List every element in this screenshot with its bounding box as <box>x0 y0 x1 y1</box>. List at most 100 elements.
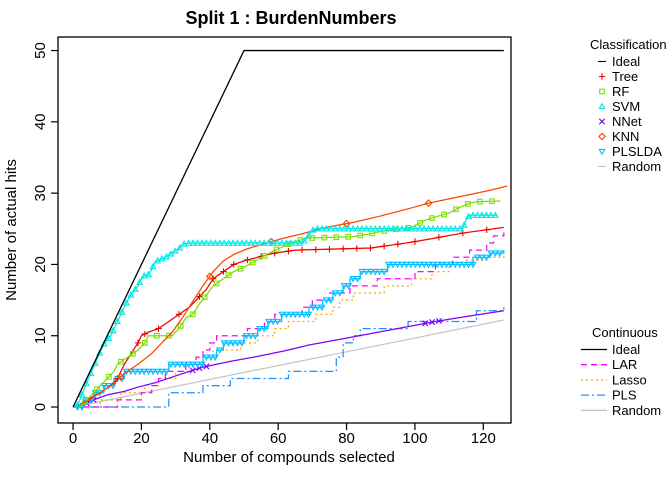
legend-item-label: Random <box>612 403 661 418</box>
triangle-up-marker <box>229 239 237 246</box>
triangle-down-marker <box>433 261 442 269</box>
triangle-down-marker <box>296 311 304 319</box>
plus-marker <box>367 244 374 252</box>
triangle-up-marker <box>345 224 353 232</box>
triangle-up-marker <box>482 211 490 218</box>
triangle-down-marker <box>185 361 193 369</box>
triangle-up-marker <box>127 290 135 298</box>
triangle-up-marker <box>278 239 286 246</box>
x-marker <box>203 363 210 370</box>
triangle-down-marker <box>167 361 175 369</box>
triangle-down-marker <box>340 283 348 290</box>
triangle-up-marker <box>238 239 246 246</box>
plus-marker <box>339 245 347 253</box>
y-tick-label: 0 <box>32 403 49 411</box>
triangle-up-marker <box>442 224 450 232</box>
triangle-up-marker <box>362 224 370 232</box>
triangle-down-marker <box>171 361 179 369</box>
triangle-up-marker <box>478 211 486 218</box>
triangle-up-marker <box>242 239 250 246</box>
triangle-down-marker <box>136 368 144 376</box>
triangle-up-marker <box>273 239 282 246</box>
triangle-down-marker <box>416 261 424 269</box>
x-marker <box>428 319 436 326</box>
x-tick-label: 100 <box>402 430 427 447</box>
triangle-up-marker <box>131 285 139 292</box>
diamond-marker <box>598 132 606 141</box>
triangle-up-marker <box>145 270 153 278</box>
triangle-down-marker <box>149 368 157 376</box>
triangle-down-marker <box>327 297 335 305</box>
plus-marker <box>326 246 333 253</box>
legend-item-ideal: Ideal <box>581 342 640 357</box>
plus-marker <box>196 293 203 300</box>
legend-item-tree: Tree <box>598 69 638 84</box>
legend-item-label: KNN <box>612 129 639 144</box>
triangle-up-marker <box>393 224 402 232</box>
triangle-down-marker <box>278 311 286 319</box>
series-tree <box>73 226 504 408</box>
triangle-down-marker <box>429 261 437 269</box>
triangle-down-marker <box>282 311 290 319</box>
triangle-down-marker <box>469 261 477 269</box>
square-marker <box>273 246 280 253</box>
triangle-down-marker <box>291 311 299 319</box>
legend-item-label: NNet <box>612 114 642 129</box>
triangle-down-marker <box>287 311 295 319</box>
triangle-up-marker <box>193 239 202 246</box>
series-knn <box>72 185 508 408</box>
triangle-up-marker <box>149 262 157 270</box>
triangle-up-marker <box>336 224 344 232</box>
triangle-up-marker <box>247 239 255 246</box>
triangle-down-marker <box>460 261 468 269</box>
plot-box <box>57 36 512 424</box>
series-line-lar <box>73 232 505 408</box>
legend-item-lasso: Lasso <box>581 372 647 387</box>
triangle-up-marker <box>429 224 437 232</box>
triangle-down-marker <box>309 304 317 312</box>
series-lar <box>73 232 505 408</box>
series-rf <box>73 198 501 408</box>
y-tick-label: 40 <box>32 113 49 130</box>
triangle-down-marker <box>100 382 108 390</box>
series-line-knn <box>72 185 508 408</box>
triangle-down-marker <box>465 261 473 269</box>
square-marker <box>357 232 364 239</box>
triangle-up-marker <box>113 317 122 325</box>
triangle-down-marker <box>389 261 397 269</box>
axes: 0 20 40 60 80 100 120 0 10 20 30 40 50 <box>32 36 512 447</box>
triangle-down-marker <box>193 361 202 369</box>
triangle-down-marker <box>393 261 402 269</box>
triangle-down-marker <box>162 368 170 376</box>
triangle-down-marker <box>202 354 210 362</box>
triangle-down-marker <box>233 340 242 347</box>
square-marker <box>477 198 483 205</box>
triangle-up-marker <box>233 239 242 246</box>
triangle-down-marker <box>131 368 139 376</box>
triangle-up-marker <box>282 239 290 246</box>
chart-title: Split 1 : BurdenNumbers <box>185 8 396 28</box>
x-tick-label: 40 <box>201 430 218 447</box>
triangle-up-marker <box>411 224 419 232</box>
triangle-up-marker <box>322 224 330 232</box>
triangle-up-marker <box>318 224 326 232</box>
triangle-up-marker <box>469 211 477 218</box>
triangle-down-marker <box>305 311 313 319</box>
triangle-up-marker <box>220 239 228 246</box>
x-axis-label: Number of compounds selected <box>183 449 395 466</box>
triangle-down-marker <box>473 254 482 262</box>
square-marker <box>118 358 124 365</box>
triangle-down-marker <box>367 268 375 276</box>
x-marker <box>598 118 606 125</box>
triangle-down-marker <box>482 254 490 262</box>
series-markers-svm <box>73 211 499 408</box>
triangle-up-marker <box>78 390 86 398</box>
triangle-up-marker <box>216 239 224 246</box>
triangle-up-marker <box>416 224 424 232</box>
square-marker <box>130 350 136 357</box>
triangle-down-marker <box>180 361 188 369</box>
triangle-down-marker <box>442 261 450 269</box>
triangle-up-marker <box>300 236 308 244</box>
square-marker <box>225 272 232 278</box>
